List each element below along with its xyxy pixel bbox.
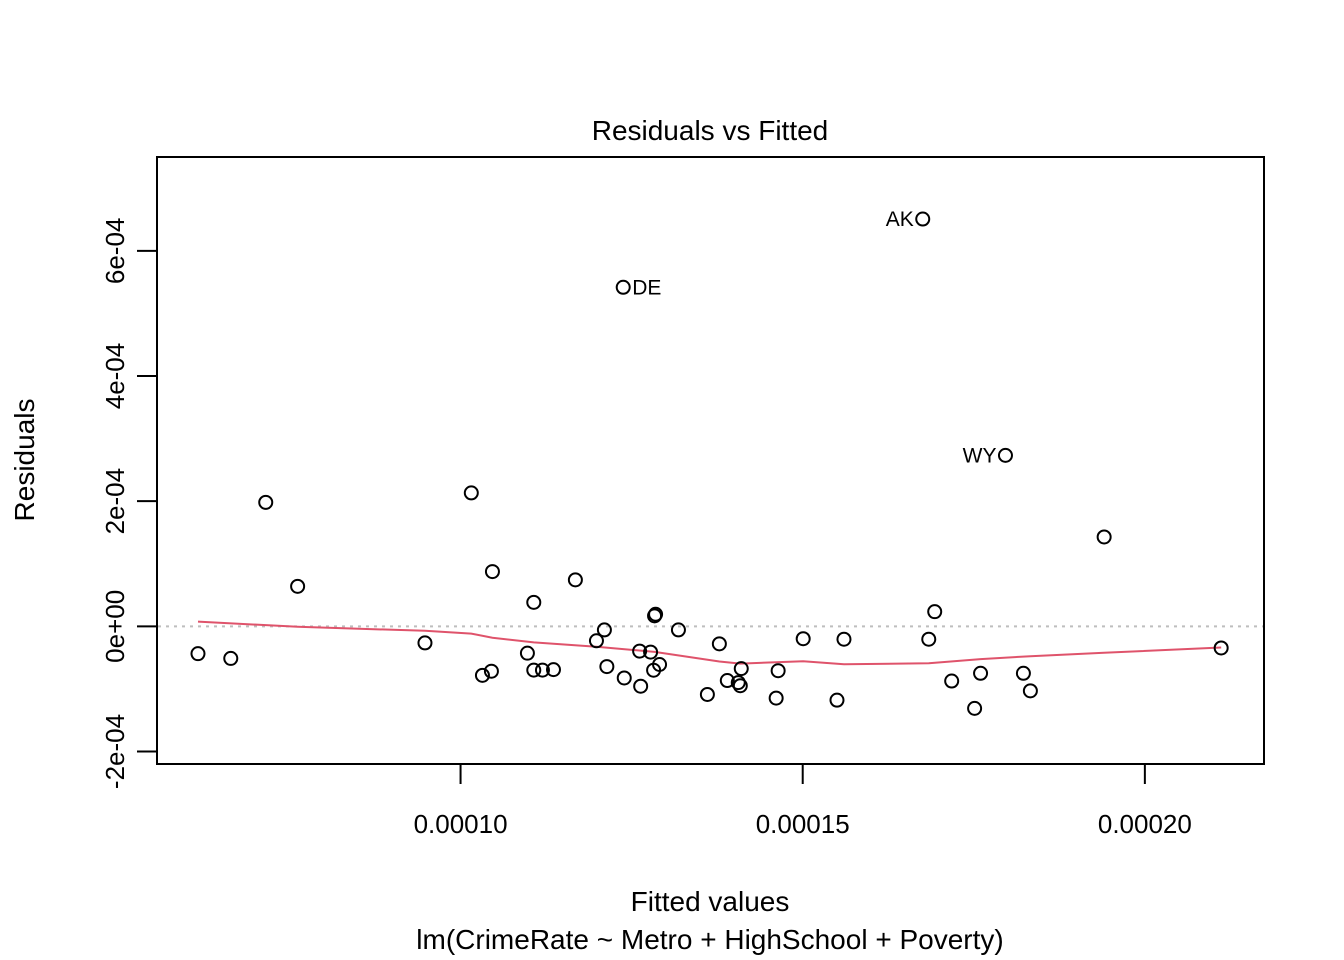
x-tick-label: 0.00020: [1098, 809, 1192, 839]
residual-point: [921, 631, 937, 647]
y-tick-label: 4e-04: [100, 343, 130, 410]
smooth-line: [197, 620, 1222, 666]
residual-point: [567, 572, 583, 588]
chart-title: Residuals vs Fitted: [592, 115, 829, 146]
residual-point: [632, 643, 648, 659]
y-axis-title: Residuals: [9, 399, 40, 522]
residual-point: [545, 662, 561, 678]
residual-point: [534, 662, 550, 678]
residual-point: [474, 667, 490, 683]
residual-point: [944, 673, 960, 689]
point-label: WY: [963, 444, 997, 467]
residual-point: [519, 645, 535, 661]
y-tick-label: 0e+00: [100, 590, 130, 663]
residual-point: [768, 690, 784, 706]
residual-point: [967, 700, 983, 716]
point-label: AK: [886, 208, 914, 231]
residual-point: [711, 636, 727, 652]
residual-point: [795, 631, 811, 647]
residual-point: [483, 663, 499, 679]
y-axis: -2e-04 0e+00 2e-04 4e-04 6e-04: [100, 218, 158, 789]
residual-point: [730, 675, 746, 691]
plot-frame: [156, 156, 1265, 765]
residual-point: [633, 678, 649, 694]
residual-point: [1022, 683, 1038, 699]
residual-point: [1015, 665, 1031, 681]
x-axis-subtitle: lm(CrimeRate ~ Metro + HighSchool + Pove…: [416, 924, 1003, 955]
residual-point: [648, 606, 664, 622]
x-tick-label: 0.00010: [414, 809, 508, 839]
residual-point: [699, 686, 715, 702]
residual-point: [829, 692, 845, 708]
x-axis-title: Fitted values: [631, 886, 790, 917]
residual-point: [1213, 640, 1229, 656]
residual-point: [770, 663, 786, 679]
residual-point: [616, 670, 632, 686]
residual-point: [670, 622, 686, 638]
point-label: DE: [632, 276, 661, 299]
residual-point: [484, 564, 500, 580]
residual-point: [997, 447, 1013, 463]
residual-point: [596, 622, 612, 638]
residual-point: [526, 594, 542, 610]
residual-point: [643, 644, 659, 660]
residual-point: [732, 678, 748, 694]
residual-point: [1096, 529, 1112, 545]
x-axis: 0.00010 0.00015 0.00020: [414, 763, 1192, 839]
residual-point: [733, 661, 749, 677]
residual-point: [190, 646, 206, 662]
residual-point: [526, 662, 542, 678]
residual-point: [588, 633, 604, 649]
lowess-smooth-line: [197, 620, 1222, 666]
y-tick-label: -2e-04: [100, 714, 130, 789]
residual-point: [836, 631, 852, 647]
points-layer: DE AK WY: [190, 208, 1229, 716]
residual-point: [652, 657, 668, 673]
y-tick-label: 2e-04: [100, 468, 130, 535]
residual-point: [927, 604, 943, 620]
residual-point: [915, 211, 931, 227]
residual-point: [719, 673, 735, 689]
residual-point: [973, 665, 989, 681]
residual-point: [290, 578, 306, 594]
residual-point: [258, 494, 274, 510]
residual-point: [223, 650, 239, 666]
residual-point: [417, 635, 433, 651]
x-tick-label: 0.00015: [756, 809, 850, 839]
residual-point: [615, 279, 631, 295]
y-tick-label: 6e-04: [100, 218, 130, 284]
residual-point: [463, 485, 479, 501]
residual-point: [599, 659, 615, 675]
